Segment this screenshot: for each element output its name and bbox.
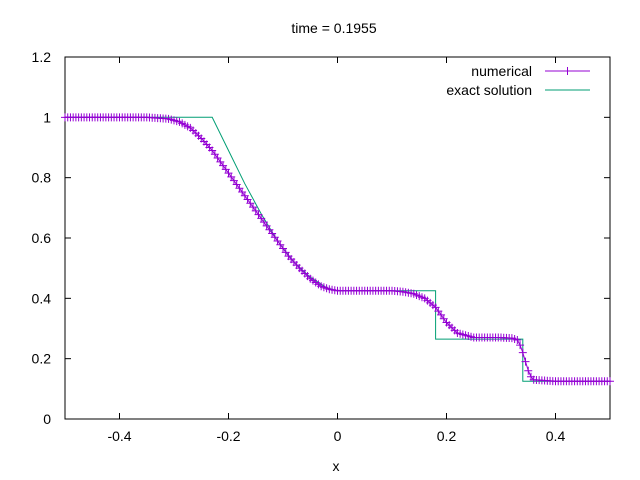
legend: numerical exact solution <box>446 63 590 98</box>
y-tick-label: 0.8 <box>32 170 52 186</box>
x-tick-label: -0.2 <box>216 428 240 444</box>
data-point <box>606 377 614 386</box>
y-tick-label: 1 <box>43 109 51 125</box>
x-tick-label: 0 <box>334 428 342 444</box>
plot-area <box>64 56 611 420</box>
x-tick-label: 0.2 <box>437 428 457 444</box>
legend-label: numerical <box>471 63 532 79</box>
y-tick-label: 0.4 <box>32 290 52 306</box>
data-point <box>524 366 533 375</box>
series-line <box>65 116 610 382</box>
data-point <box>513 335 522 344</box>
axis-ticks: -0.4 -0.2 0 0.2 0.4 0 0.2 0.4 0.6 0.8 1 1.2 <box>32 49 610 444</box>
chart-title: time = 0.1955 <box>291 20 376 36</box>
x-tick-label: -0.4 <box>107 428 131 444</box>
y-tick-label: 0 <box>43 411 51 427</box>
y-tick-label: 1.2 <box>32 49 52 65</box>
x-axis-label: x <box>333 458 340 474</box>
data-series <box>61 113 614 386</box>
legend-marker <box>563 67 572 75</box>
data-point <box>518 348 527 357</box>
series-line <box>65 116 610 382</box>
series-numerical <box>61 113 614 386</box>
data-point <box>516 341 525 350</box>
y-tick-label: 0.6 <box>32 230 52 246</box>
data-point <box>521 357 530 366</box>
y-tick-label: 0.2 <box>32 351 52 367</box>
x-tick-label: 0.4 <box>546 428 566 444</box>
legend-label: exact solution <box>446 82 532 98</box>
series-exact-solution <box>65 116 610 382</box>
